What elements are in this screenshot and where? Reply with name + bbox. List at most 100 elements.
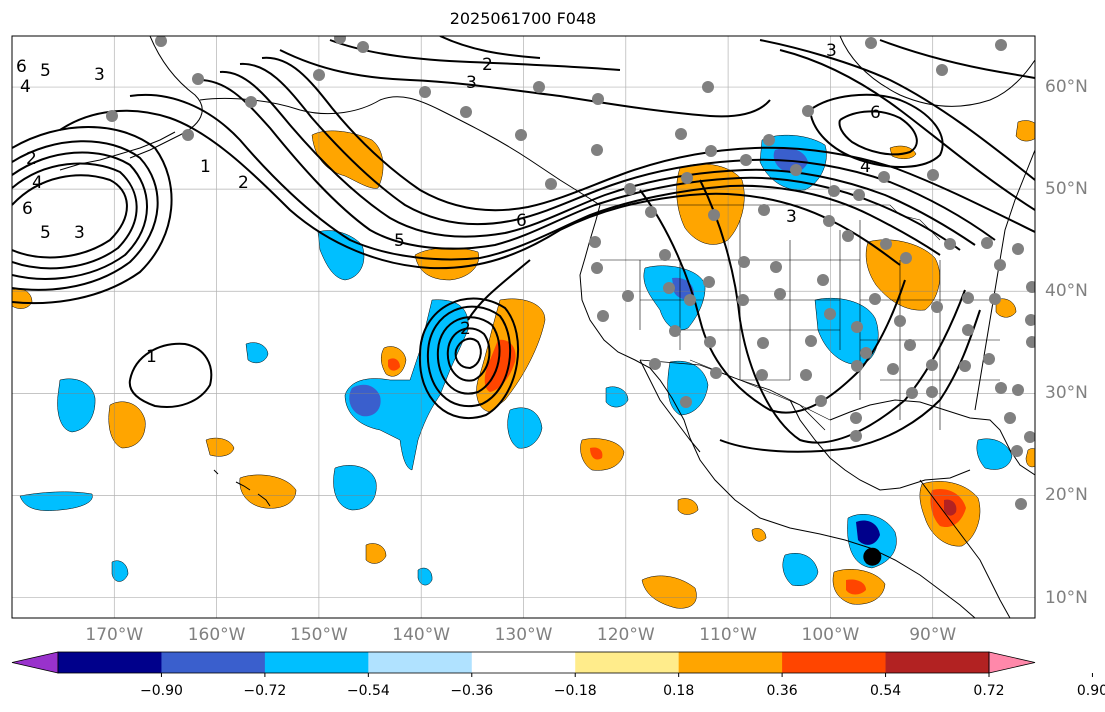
colorbar-box: [678, 652, 783, 673]
orange-patch-small-8: [751, 528, 767, 542]
contour-west-high-5: [12, 151, 148, 280]
orange-patch-offshore-jet: [414, 247, 480, 281]
colorbar: [11, 651, 1093, 677]
latitude-tick-label: 20°N: [1045, 485, 1088, 506]
contour-cutoff-low-5: [418, 297, 519, 420]
station-dot: [824, 308, 836, 320]
station-dot: [419, 86, 431, 98]
contour-cutoff-low-4: [426, 305, 512, 408]
contour-west-high-2: [12, 126, 173, 305]
latitude-tick-label: 40°N: [1045, 281, 1088, 302]
station-dot: [995, 382, 1007, 394]
station-dot: [853, 189, 865, 201]
contour-jet-2: [129, 93, 941, 261]
station-dot: [850, 430, 862, 442]
contour-jet-4: [219, 70, 976, 246]
us-mexico-border: [639, 359, 826, 431]
latitude-tick-label: 60°N: [1045, 77, 1088, 98]
blue-patch-gulf-alaska: [317, 230, 365, 281]
colorbar-tick-label: −0.90: [139, 683, 183, 699]
contour-west-high-3: [12, 174, 128, 259]
station-dot: [995, 39, 1007, 51]
blue-patch-west-pacific: [57, 378, 96, 433]
orange-patch-small-7: [995, 298, 1017, 318]
station-dot: [591, 262, 603, 274]
us-state-borders: [600, 204, 1000, 430]
station-dot: [622, 290, 634, 302]
station-dot: [757, 337, 769, 349]
station-dot: [828, 185, 840, 197]
contour-cutoff-low-2: [446, 327, 491, 382]
blue-patch-baja: [507, 407, 543, 449]
station-dot: [981, 237, 993, 249]
station-dot: [675, 128, 687, 140]
contour-jet-6: [261, 56, 1035, 233]
colorbar-box: [58, 652, 162, 673]
contour-label-6: 6: [516, 211, 527, 231]
colorbar-tick-label: −0.54: [346, 683, 390, 699]
station-dot: [591, 144, 603, 156]
station-dot: [865, 37, 877, 49]
contour-ridge-sw: [467, 259, 531, 321]
station-dot: [959, 360, 971, 372]
colorbar-tick-label: 0.18: [663, 683, 695, 699]
station-dot: [1011, 445, 1023, 457]
station-dot: [823, 215, 835, 227]
station-dot: [927, 169, 939, 181]
contour-label-6: 6: [22, 199, 33, 219]
contour-continental-3: [719, 309, 981, 453]
station-dot: [589, 236, 601, 248]
station-dot: [1026, 281, 1035, 293]
station-dot: [1024, 431, 1035, 443]
station-dot: [860, 347, 872, 359]
darkred-patch-yucatan: [944, 499, 957, 516]
blue-patch-arizona: [667, 360, 709, 416]
contour-label-3: 3: [94, 65, 105, 85]
contour-ne-lines: [879, 39, 1035, 79]
contour-label-4: 4: [20, 77, 31, 97]
orange-patch-hawaii: [239, 474, 297, 509]
marked-storm-center: [863, 547, 882, 566]
station-dot: [944, 238, 956, 250]
colorbar-tick-label: −0.72: [243, 683, 287, 699]
contour-label-3: 3: [826, 41, 837, 61]
station-dot: [313, 69, 325, 81]
contour-ne-ring-2: [838, 110, 918, 156]
station-dot: [989, 293, 1001, 305]
coastline-east: [974, 149, 1035, 411]
station-dot: [851, 321, 863, 333]
orange-patch-small-6: [1025, 448, 1035, 468]
station-dot: [1015, 498, 1027, 510]
contour-label-3: 3: [786, 207, 797, 227]
station-dot: [245, 96, 257, 108]
station-dot: [155, 36, 167, 47]
contour-low-1: [128, 342, 213, 408]
orange-patch-small-2: [12, 288, 33, 309]
longitude-tick-label: 130°W: [494, 625, 553, 645]
station-dot: [592, 93, 604, 105]
contour-label-3: 3: [74, 223, 85, 243]
blue-patch-small-1: [417, 567, 433, 586]
contour-continental-2: [699, 179, 966, 444]
longitude-tick-label: 90°W: [909, 625, 957, 645]
latitude-tick-label: 10°N: [1045, 587, 1088, 608]
blue-patch-florida: [976, 438, 1013, 470]
station-dot: [1012, 243, 1024, 255]
station-dot: [680, 396, 692, 408]
longitude-tick-label: 170°W: [85, 625, 144, 645]
station-dot: [1025, 314, 1035, 326]
station-dot: [681, 172, 693, 184]
station-dot: [842, 230, 854, 242]
station-dot: [926, 386, 938, 398]
station-dot: [649, 358, 661, 370]
colorbar-tick-label: 0.72: [973, 683, 1005, 699]
orange-patch-canada-east: [889, 145, 917, 159]
contour-jet-1: [59, 109, 901, 270]
contour-label-5: 5: [394, 231, 405, 251]
station-dot: [704, 336, 716, 348]
station-dot: [894, 315, 906, 327]
longitude-tick-label: 100°W: [801, 625, 860, 645]
contour-north-2: [329, 39, 621, 71]
station-dot: [1026, 336, 1035, 348]
station-dot: [770, 261, 782, 273]
